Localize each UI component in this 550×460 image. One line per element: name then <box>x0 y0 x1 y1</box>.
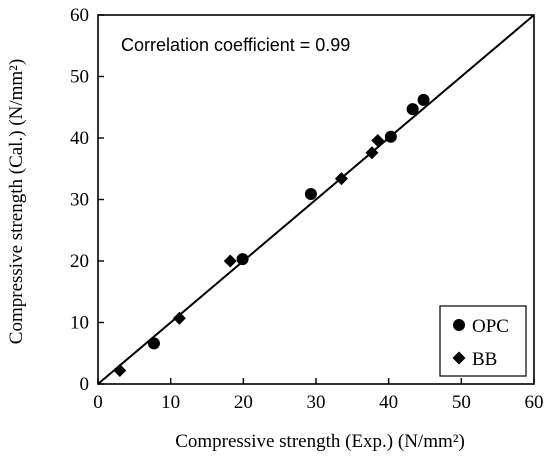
x-tick-label: 50 <box>452 392 471 413</box>
opc-data-point <box>417 93 430 106</box>
opc-legend-marker <box>453 319 465 331</box>
y-tick-label: 20 <box>70 251 89 272</box>
opc-data-point <box>406 103 419 116</box>
x-tick-label: 20 <box>234 392 253 413</box>
bb-legend-marker <box>452 351 466 365</box>
x-tick-label: 0 <box>93 392 103 413</box>
legend-entries: OPC BB <box>452 316 509 370</box>
opc-data-point <box>304 187 317 200</box>
bb-data-point <box>334 172 348 186</box>
x-axis-label: Compressive strength (Exp.) (N/mm²) <box>175 431 465 452</box>
legend-box <box>439 305 527 377</box>
y-tick-label: 50 <box>70 67 89 88</box>
x-tick-label: 10 <box>161 392 180 413</box>
data-points-layer <box>113 93 430 377</box>
x-tick-label: 60 <box>525 392 544 413</box>
legend: OPC BB <box>439 305 527 377</box>
y-tick-label: 30 <box>70 190 89 211</box>
opc-data-point <box>384 130 397 143</box>
bb-legend-label: BB <box>472 349 497 370</box>
y-tick-label: 0 <box>80 374 90 395</box>
axis-ticks-layer: 0 10 20 30 40 50 60 0 10 20 30 40 50 60 <box>70 5 544 413</box>
bb-data-point <box>223 254 237 268</box>
y-tick-label: 10 <box>70 313 89 334</box>
opc-legend-label: OPC <box>472 316 509 337</box>
reference-line <box>97 14 535 385</box>
x-tick-label: 30 <box>307 392 326 413</box>
x-tick-label: 40 <box>379 392 398 413</box>
reference-line-layer <box>97 14 535 385</box>
opc-data-point <box>147 337 160 350</box>
opc-data-point <box>236 253 249 266</box>
y-tick-label: 60 <box>70 5 89 26</box>
y-axis-label: Compressive strength (Cal.) (N/mm²) <box>6 59 27 344</box>
bb-data-point <box>371 133 385 147</box>
bb-data-point <box>113 363 127 377</box>
correlation-annotation: Correlation coefficient = 0.99 <box>121 35 350 55</box>
bb-data-point <box>172 311 186 325</box>
y-tick-label: 40 <box>70 128 89 149</box>
bb-data-point <box>365 146 379 160</box>
